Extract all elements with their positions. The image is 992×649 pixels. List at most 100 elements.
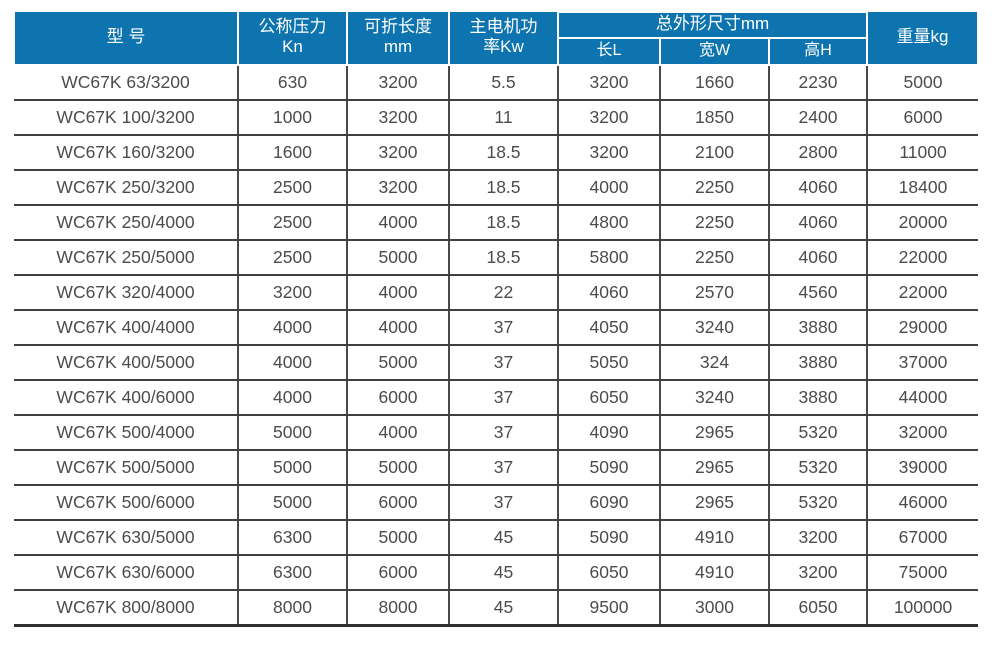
cell-dim-length: 6050 bbox=[557, 380, 660, 416]
cell-weight: 75000 bbox=[866, 555, 979, 591]
cell-model: WC67K 400/5000 bbox=[14, 345, 238, 381]
cell-pressure: 2500 bbox=[237, 170, 347, 206]
header-power-line1: 主电机功 bbox=[469, 16, 538, 36]
cell-model: WC67K 250/3200 bbox=[14, 170, 238, 206]
cell-dim-width: 1850 bbox=[659, 100, 769, 136]
cell-fold-length: 8000 bbox=[346, 590, 449, 627]
table-row: WC67K 100/3200 1000 3200 11 3200 1850 24… bbox=[14, 100, 979, 136]
header-dimensions-group: 总外形尺寸mm bbox=[556, 8, 869, 39]
cell-dim-height: 2400 bbox=[767, 100, 868, 136]
cell-model: WC67K 500/5000 bbox=[14, 450, 238, 486]
cell-power: 37 bbox=[448, 345, 558, 381]
cell-dim-height: 3200 bbox=[767, 555, 868, 591]
cell-power: 45 bbox=[448, 555, 558, 591]
cell-model: WC67K 500/6000 bbox=[14, 485, 238, 521]
table-row: WC67K 160/3200 1600 3200 18.5 3200 2100 … bbox=[14, 135, 979, 171]
cell-power: 18.5 bbox=[448, 240, 558, 276]
cell-dim-width: 4910 bbox=[659, 555, 769, 591]
cell-weight: 22000 bbox=[866, 240, 979, 276]
cell-weight: 29000 bbox=[866, 310, 979, 346]
cell-weight: 37000 bbox=[866, 345, 979, 381]
cell-pressure: 8000 bbox=[237, 590, 347, 627]
cell-power: 37 bbox=[448, 415, 558, 451]
cell-fold-length: 5000 bbox=[346, 345, 449, 381]
table-row: WC67K 630/5000 6300 5000 45 5090 4910 32… bbox=[14, 520, 979, 556]
cell-dim-width: 2250 bbox=[659, 240, 769, 276]
header-pressure-line2: Kn bbox=[282, 37, 303, 57]
cell-fold-length: 3200 bbox=[346, 170, 449, 206]
cell-power: 37 bbox=[448, 310, 558, 346]
cell-dim-width: 4910 bbox=[659, 520, 769, 556]
table-row: WC67K 630/6000 6300 6000 45 6050 4910 32… bbox=[14, 555, 979, 591]
cell-model: WC67K 160/3200 bbox=[14, 135, 238, 171]
cell-weight: 6000 bbox=[866, 100, 979, 136]
cell-fold-length: 4000 bbox=[346, 415, 449, 451]
cell-fold-length: 5000 bbox=[346, 450, 449, 486]
header-power: 主电机功 率Kw bbox=[448, 9, 559, 66]
cell-pressure: 5000 bbox=[237, 450, 347, 486]
cell-model: WC67K 500/4000 bbox=[14, 415, 238, 451]
cell-dim-width: 2965 bbox=[659, 485, 769, 521]
cell-dim-height: 6050 bbox=[767, 590, 868, 627]
cell-dim-length: 9500 bbox=[557, 590, 660, 627]
cell-dim-height: 4560 bbox=[767, 275, 868, 311]
header-dim-height: 高H bbox=[767, 37, 869, 66]
header-model: 型 号 bbox=[13, 9, 239, 66]
cell-model: WC67K 400/4000 bbox=[14, 310, 238, 346]
cell-dim-length: 5050 bbox=[557, 345, 660, 381]
cell-pressure: 4000 bbox=[237, 310, 347, 346]
cell-fold-length: 4000 bbox=[346, 205, 449, 241]
header-dim-length: 长L bbox=[557, 37, 661, 66]
cell-dim-height: 4060 bbox=[767, 205, 868, 241]
cell-weight: 100000 bbox=[866, 590, 979, 627]
table-row: WC67K 63/3200 630 3200 5.5 3200 1660 223… bbox=[14, 65, 979, 101]
cell-model: WC67K 250/5000 bbox=[14, 240, 238, 276]
cell-power: 18.5 bbox=[448, 205, 558, 241]
spec-table: 型 号 公称压力 Kn 可折长度 mm 主电机功 率Kw 总外形尺寸mm 重量k… bbox=[13, 8, 980, 627]
cell-fold-length: 4000 bbox=[346, 275, 449, 311]
cell-power: 5.5 bbox=[448, 65, 558, 101]
cell-weight: 39000 bbox=[866, 450, 979, 486]
cell-weight: 44000 bbox=[866, 380, 979, 416]
table-row: WC67K 250/3200 2500 3200 18.5 4000 2250 … bbox=[14, 170, 979, 206]
cell-dim-width: 2250 bbox=[659, 170, 769, 206]
cell-dim-width: 3000 bbox=[659, 590, 769, 627]
cell-pressure: 4000 bbox=[237, 345, 347, 381]
cell-pressure: 3200 bbox=[237, 275, 347, 311]
cell-dim-length: 4800 bbox=[557, 205, 660, 241]
cell-weight: 5000 bbox=[866, 65, 979, 101]
header-dim-width: 宽W bbox=[659, 37, 770, 66]
cell-model: WC67K 320/4000 bbox=[14, 275, 238, 311]
cell-fold-length: 6000 bbox=[346, 555, 449, 591]
cell-dim-length: 4050 bbox=[557, 310, 660, 346]
cell-model: WC67K 800/8000 bbox=[14, 590, 238, 627]
cell-dim-width: 324 bbox=[659, 345, 769, 381]
cell-dim-height: 3880 bbox=[767, 345, 868, 381]
cell-dim-height: 4060 bbox=[767, 240, 868, 276]
cell-dim-length: 5800 bbox=[557, 240, 660, 276]
cell-fold-length: 3200 bbox=[346, 135, 449, 171]
cell-dim-length: 3200 bbox=[557, 100, 660, 136]
cell-model: WC67K 400/6000 bbox=[14, 380, 238, 416]
cell-dim-width: 1660 bbox=[659, 65, 769, 101]
cell-pressure: 1600 bbox=[237, 135, 347, 171]
table-row: WC67K 320/4000 3200 4000 22 4060 2570 45… bbox=[14, 275, 979, 311]
cell-power: 22 bbox=[448, 275, 558, 311]
cell-pressure: 5000 bbox=[237, 415, 347, 451]
table-row: WC67K 500/5000 5000 5000 37 5090 2965 53… bbox=[14, 450, 979, 486]
cell-pressure: 6300 bbox=[237, 520, 347, 556]
cell-dim-length: 6050 bbox=[557, 555, 660, 591]
cell-dim-width: 3240 bbox=[659, 310, 769, 346]
cell-power: 37 bbox=[448, 485, 558, 521]
table-row: WC67K 250/4000 2500 4000 18.5 4800 2250 … bbox=[14, 205, 979, 241]
header-weight: 重量kg bbox=[866, 9, 980, 66]
cell-power: 18.5 bbox=[448, 135, 558, 171]
cell-pressure: 630 bbox=[237, 65, 347, 101]
cell-dim-length: 5090 bbox=[557, 520, 660, 556]
table-row: WC67K 250/5000 2500 5000 18.5 5800 2250 … bbox=[14, 240, 979, 276]
table-row: WC67K 800/8000 8000 8000 45 9500 3000 60… bbox=[14, 590, 979, 627]
cell-fold-length: 6000 bbox=[346, 380, 449, 416]
cell-fold-length: 4000 bbox=[346, 310, 449, 346]
cell-fold-length: 3200 bbox=[346, 100, 449, 136]
cell-dim-height: 3880 bbox=[767, 310, 868, 346]
